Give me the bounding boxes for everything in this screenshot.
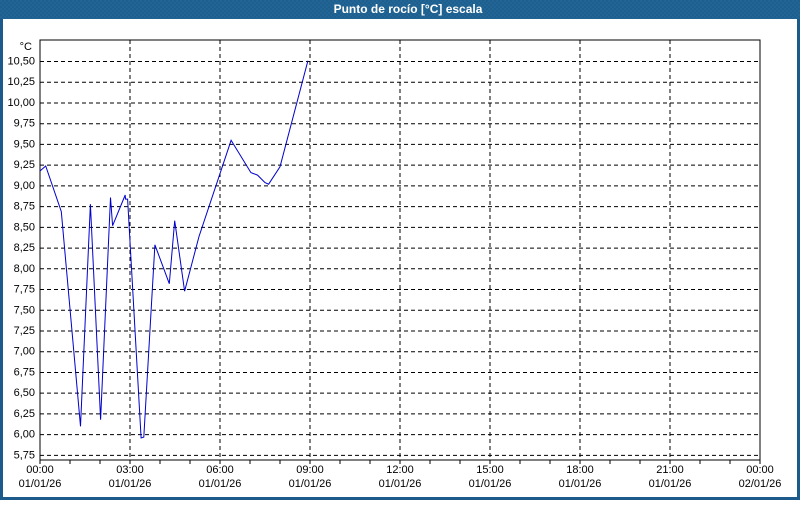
svg-text:9,75: 9,75: [14, 118, 35, 130]
svg-text:9,25: 9,25: [14, 159, 35, 171]
svg-text:7,25: 7,25: [14, 325, 35, 337]
svg-text:01/01/26: 01/01/26: [649, 478, 692, 490]
svg-text:01/01/26: 01/01/26: [199, 478, 242, 490]
svg-text:9,50: 9,50: [14, 138, 35, 150]
svg-text:8,00: 8,00: [14, 263, 35, 275]
svg-text:6,50: 6,50: [14, 387, 35, 399]
svg-text:01/01/26: 01/01/26: [19, 478, 62, 490]
svg-text:7,00: 7,00: [14, 346, 35, 358]
svg-text:10,00: 10,00: [7, 97, 35, 109]
svg-text:03:00: 03:00: [116, 464, 144, 476]
svg-text:8,75: 8,75: [14, 201, 35, 213]
svg-text:8,50: 8,50: [14, 221, 35, 233]
svg-text:10,50: 10,50: [7, 56, 35, 68]
svg-text:9,00: 9,00: [14, 180, 35, 192]
svg-text:02/01/26: 02/01/26: [739, 478, 782, 490]
svg-text:21:00: 21:00: [656, 464, 684, 476]
svg-text:00:00: 00:00: [26, 464, 54, 476]
svg-text:01/01/26: 01/01/26: [109, 478, 152, 490]
svg-text:6,25: 6,25: [14, 408, 35, 420]
svg-text:09:00: 09:00: [296, 464, 324, 476]
svg-text:01/01/26: 01/01/26: [559, 478, 602, 490]
svg-text:06:00: 06:00: [206, 464, 234, 476]
svg-text:01/01/26: 01/01/26: [289, 478, 332, 490]
svg-text:15:00: 15:00: [476, 464, 504, 476]
svg-text:°C: °C: [20, 41, 32, 53]
svg-text:00:00: 00:00: [746, 464, 774, 476]
svg-text:10,25: 10,25: [7, 76, 35, 88]
svg-text:6,00: 6,00: [14, 429, 35, 441]
svg-text:8,25: 8,25: [14, 242, 35, 254]
svg-text:01/01/26: 01/01/26: [469, 478, 512, 490]
svg-text:12:00: 12:00: [386, 464, 414, 476]
svg-text:Punto de rocío [°C] escala: Punto de rocío [°C] escala: [334, 2, 483, 16]
svg-text:18:00: 18:00: [566, 464, 594, 476]
svg-text:01/01/26: 01/01/26: [379, 478, 422, 490]
svg-text:6,75: 6,75: [14, 366, 35, 378]
svg-text:7,50: 7,50: [14, 304, 35, 316]
svg-text:7,75: 7,75: [14, 284, 35, 296]
svg-text:5,75: 5,75: [14, 449, 35, 461]
